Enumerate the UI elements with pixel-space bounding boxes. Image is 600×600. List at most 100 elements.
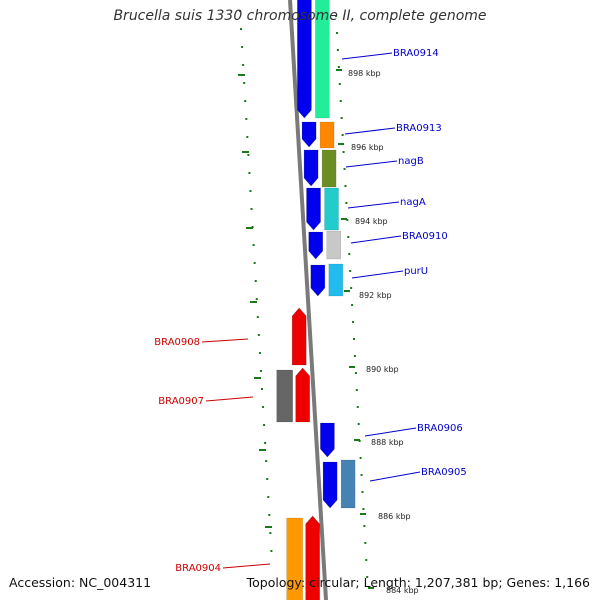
reverse-gene-BRA0904 <box>305 515 320 600</box>
gc-track-right-dot <box>347 236 350 238</box>
kbp-label: 898 kbp <box>348 69 381 78</box>
forward-gene-nagA <box>306 187 321 231</box>
gc-track-right-dot <box>348 253 351 255</box>
label-leader-BRA0913 <box>344 127 396 135</box>
forward-gene-nagB <box>303 149 319 187</box>
gc-track-left-dot <box>258 352 261 354</box>
gc-track-left-dot <box>244 100 247 102</box>
gc-track-left-dot <box>245 118 248 120</box>
cog-box-BRA0914 <box>315 0 330 119</box>
kbp-label: 886 kbp <box>378 512 411 521</box>
cog-box-BRA0913 <box>319 121 335 149</box>
label-leader-BRA0908 <box>201 338 249 343</box>
cog-box-nagA <box>324 187 339 231</box>
label-leader-BRA0905 <box>369 471 421 482</box>
gc-track-left-dot <box>270 550 273 552</box>
gc-track-left-dot <box>246 136 249 138</box>
gc-track-right-dot <box>354 372 357 374</box>
forward-gene-purU <box>310 264 326 297</box>
gene-label-nagA: nagA <box>400 197 426 208</box>
gc-track-right-dot <box>366 576 369 578</box>
gc-track-right-dot <box>360 474 363 476</box>
gc-track-left-dot <box>254 280 257 282</box>
map-title: Brucella suis 1330 chromosome II, comple… <box>113 8 487 24</box>
forward-gene-BRA0905 <box>322 461 338 509</box>
gc-track-right-dot <box>349 270 352 272</box>
gc-track-left-dot <box>253 262 256 264</box>
gc-track-left-dot <box>269 532 272 534</box>
gene-label-BRA0904: BRA0904 <box>175 563 221 574</box>
gc-track-right-dot <box>343 168 346 170</box>
gc-track-right-dot <box>355 389 358 391</box>
forward-gene-BRA0913 <box>301 121 317 148</box>
gc-track-left <box>239 10 273 552</box>
gc-track-right-dot <box>351 304 354 306</box>
gc-track-right-dot <box>352 338 355 340</box>
gc-track-right-dot <box>338 83 341 85</box>
kbp-label: 890 kbp <box>366 365 399 374</box>
accession-text: Accession: NC_004311 <box>9 575 152 590</box>
gene-label-purU: purU <box>404 266 428 277</box>
gc-track-left-dot <box>248 172 251 174</box>
label-leader-BRA0906 <box>364 427 417 437</box>
gc-track-left-dot <box>255 298 258 300</box>
gc-track-right-dot <box>346 219 349 221</box>
gc-track-left-dot <box>259 370 262 372</box>
gc-track-right-dot <box>335 32 338 34</box>
gc-track-right-dot <box>365 559 368 561</box>
gc-track-left-dot <box>240 28 243 30</box>
gc-track-right-dot <box>341 134 344 136</box>
cog-box-BRA0907 <box>276 369 293 423</box>
gc-track-right-dot <box>336 49 339 51</box>
gc-track-left-dot <box>260 388 263 390</box>
gc-track-right <box>335 15 369 578</box>
gc-track-left-dot <box>243 82 246 84</box>
label-leader-BRA0904 <box>222 563 271 569</box>
gc-track-right-dot <box>362 508 365 510</box>
label-leader-BRA0910 <box>350 235 402 244</box>
gc-track-left-dot <box>263 424 266 426</box>
gc-track-right-dot <box>345 202 348 204</box>
gc-track-left-dot <box>265 460 268 462</box>
gene-label-nagB: nagB <box>398 156 424 167</box>
kbp-label: 896 kbp <box>351 143 384 152</box>
cog-box-nagB <box>321 149 337 188</box>
gc-track-left-dot <box>268 514 271 516</box>
gc-track-right-dot <box>342 151 345 153</box>
reverse-gene-BRA0908 <box>291 307 307 366</box>
gc-track-right-dot <box>344 185 347 187</box>
kbp-label: 888 kbp <box>371 438 404 447</box>
gc-track-right-dot <box>337 66 340 68</box>
gene-label-BRA0913: BRA0913 <box>396 123 442 134</box>
gc-track-right-dot <box>359 457 362 459</box>
gc-track-right-dot <box>335 15 337 17</box>
gc-track-right-dot <box>356 406 359 408</box>
cog-box-BRA0904 <box>286 517 303 600</box>
gc-track-right-dot <box>363 525 366 527</box>
chromosome-backbone <box>288 0 328 600</box>
gene-label-BRA0914: BRA0914 <box>393 48 439 59</box>
gene-label-BRA0905: BRA0905 <box>421 467 467 478</box>
cog-box-purU <box>328 263 344 297</box>
label-leader-purU <box>351 270 404 279</box>
gene-label-BRA0910: BRA0910 <box>402 231 448 242</box>
gc-track-right-dot <box>352 321 355 323</box>
gc-track-right-dot <box>340 117 343 119</box>
forward-gene-BRA0914 <box>297 0 312 119</box>
gene-label-BRA0906: BRA0906 <box>417 423 463 434</box>
gene-label-BRA0907: BRA0907 <box>158 396 204 407</box>
gc-track-right-dot <box>364 542 367 544</box>
gc-track-right-dot <box>350 287 353 289</box>
gc-track-left-dot <box>249 190 252 192</box>
gene-label-BRA0908: BRA0908 <box>154 337 200 348</box>
kbp-label: 884 kbp <box>386 586 419 595</box>
gc-track-right-dot <box>357 423 360 425</box>
kbp-label: 892 kbp <box>359 291 392 300</box>
genome-summary-text: Topology: circular; Length: 1,207,381 bp… <box>246 575 590 590</box>
gc-track-left-dot <box>250 208 253 210</box>
gc-track-left-dot <box>266 478 269 480</box>
label-leader-nagB <box>345 160 398 168</box>
forward-gene-BRA0910 <box>308 231 324 260</box>
gc-track-left-dot <box>267 496 270 498</box>
